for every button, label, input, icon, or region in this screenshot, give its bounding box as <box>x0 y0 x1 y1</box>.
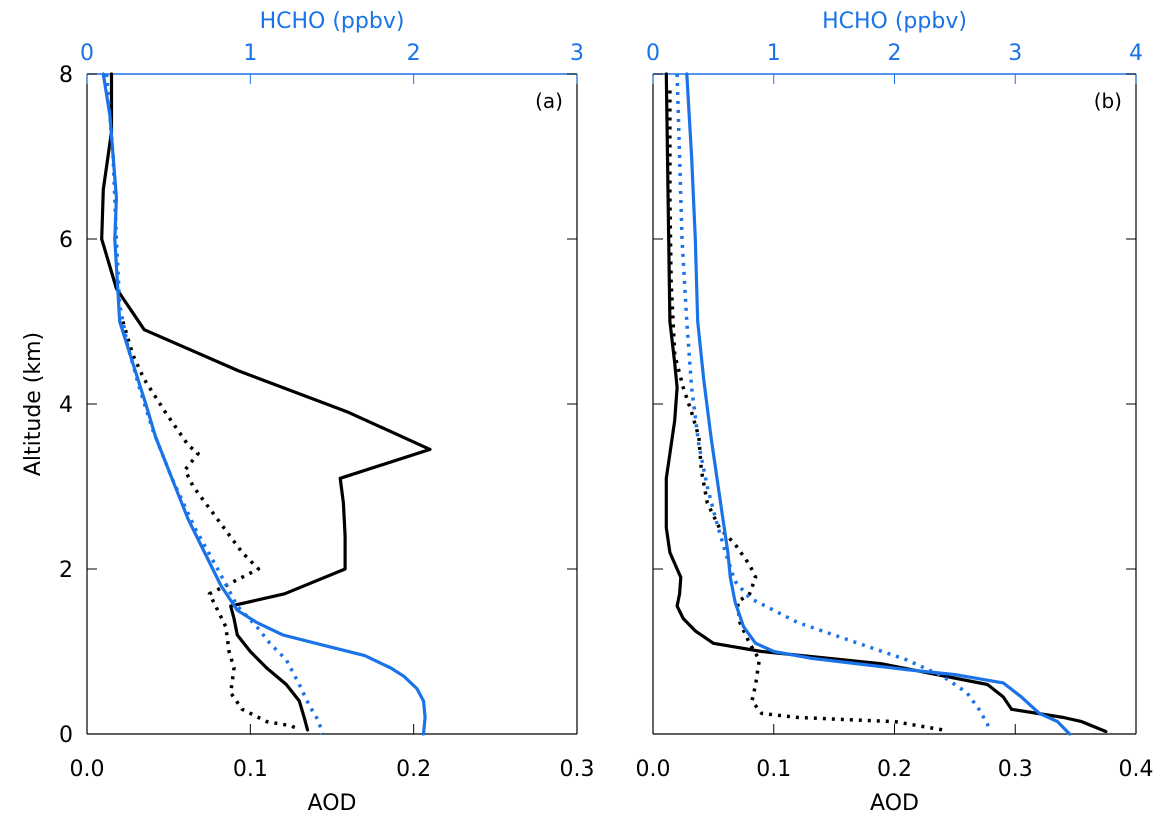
panel-label: (b) <box>1094 89 1122 113</box>
x2-axis-title: HCHO (ppbv) <box>260 9 405 34</box>
panel-b: 0.0 0.1 0.2 0.3 0.4 0 1 2 3 4 AOD HCHO (ppbv) (b) <box>636 9 1154 816</box>
y-tick-label: 4 <box>59 393 73 418</box>
x-tick-label: 0.0 <box>70 757 105 782</box>
x2-tick-label: 0 <box>80 41 94 66</box>
black-solid-series-line <box>100 72 432 732</box>
x2-tick-label: 0 <box>646 41 660 66</box>
x2-tick-label: 2 <box>888 41 902 66</box>
x2-tick-label: 3 <box>570 41 584 66</box>
blue-solid-series-line <box>685 72 1072 736</box>
x-tick-label: 0.4 <box>1119 757 1154 782</box>
black-solid-series-line <box>664 72 1108 734</box>
x-axis-title: AOD <box>870 791 919 816</box>
y-tick-label: 0 <box>59 723 73 748</box>
x-tick-label: 0.2 <box>877 757 912 782</box>
x2-axis-title: HCHO (ppbv) <box>822 9 967 34</box>
x-tick-label: 0.3 <box>560 757 595 782</box>
x2-tick-label: 2 <box>407 41 421 66</box>
x-tick-label: 0.1 <box>756 757 791 782</box>
y-axis-title: Altitude (km) <box>21 332 46 476</box>
black-dotted-series-line <box>668 90 944 732</box>
x-axis-title: AOD <box>308 791 357 816</box>
x2-tick-label: 1 <box>767 41 781 66</box>
x-tick-label: 0.0 <box>636 757 671 782</box>
y-tick-label: 8 <box>59 63 73 88</box>
y-tick-label: 6 <box>59 228 73 253</box>
x2-tick-label: 4 <box>1129 41 1143 66</box>
panel-label: (a) <box>535 89 563 113</box>
blue-dotted-series-line <box>675 73 991 731</box>
blue-solid-series-line <box>101 72 427 736</box>
panel-a: 0.0 0.1 0.2 0.3 0 1 2 3 0 2 4 6 8 AOD HCHO (ppbv) Altit… <box>21 9 595 816</box>
x-tick-label: 0.1 <box>233 757 268 782</box>
x2-tick-label: 1 <box>243 41 257 66</box>
x2-tick-label: 3 <box>1008 41 1022 66</box>
x-tick-label: 0.2 <box>396 757 431 782</box>
y-tick-label: 2 <box>59 558 73 583</box>
x-tick-label: 0.3 <box>998 757 1033 782</box>
blue-dotted-series-line <box>104 73 324 735</box>
